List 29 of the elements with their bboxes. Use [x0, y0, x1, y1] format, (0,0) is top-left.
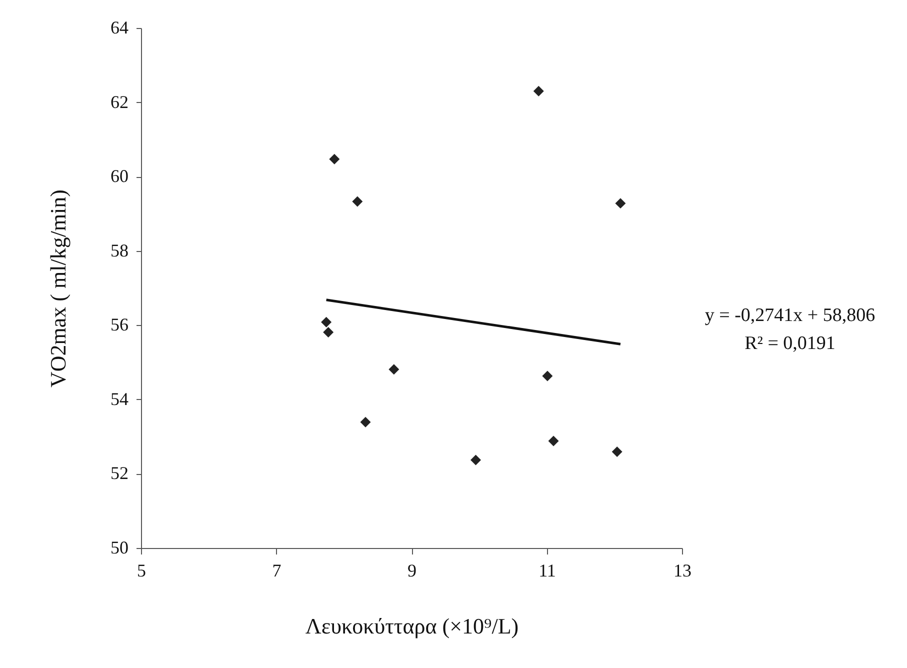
point	[323, 326, 334, 338]
point	[352, 196, 363, 207]
y-tick-label: 62	[110, 92, 128, 112]
y-tick-label: 58	[110, 240, 128, 260]
x-tick-label: 5	[137, 560, 146, 580]
x-tick-label: 13	[674, 560, 692, 580]
y-tick-label: 50	[110, 538, 128, 558]
y-tick-label: 64	[110, 18, 128, 38]
point	[542, 370, 553, 382]
y-tick-label: 56	[110, 314, 128, 335]
x-tick-label: 7	[272, 560, 282, 580]
x-axis-title: Λευκοκύτταρα (×10⁹/L)	[305, 614, 519, 638]
y-tick-label: 60	[110, 166, 128, 186]
point	[329, 154, 340, 164]
point	[533, 86, 544, 96]
x-tick-label: 11	[538, 560, 556, 580]
y-tick-label: 54	[110, 388, 128, 409]
point	[470, 454, 481, 466]
y-axis-title: VO2max ( ml/kg/min)	[46, 190, 70, 388]
x-tick-label: 9	[408, 560, 416, 580]
point	[388, 364, 400, 375]
y-tick-label: 52	[110, 463, 128, 484]
point	[612, 446, 622, 458]
text: y = -0,2741x + 58,806	[704, 304, 876, 328]
point	[548, 436, 559, 446]
point	[615, 198, 626, 209]
text: R² = 0,0191	[744, 332, 836, 356]
point	[321, 316, 332, 328]
point	[360, 416, 371, 428]
